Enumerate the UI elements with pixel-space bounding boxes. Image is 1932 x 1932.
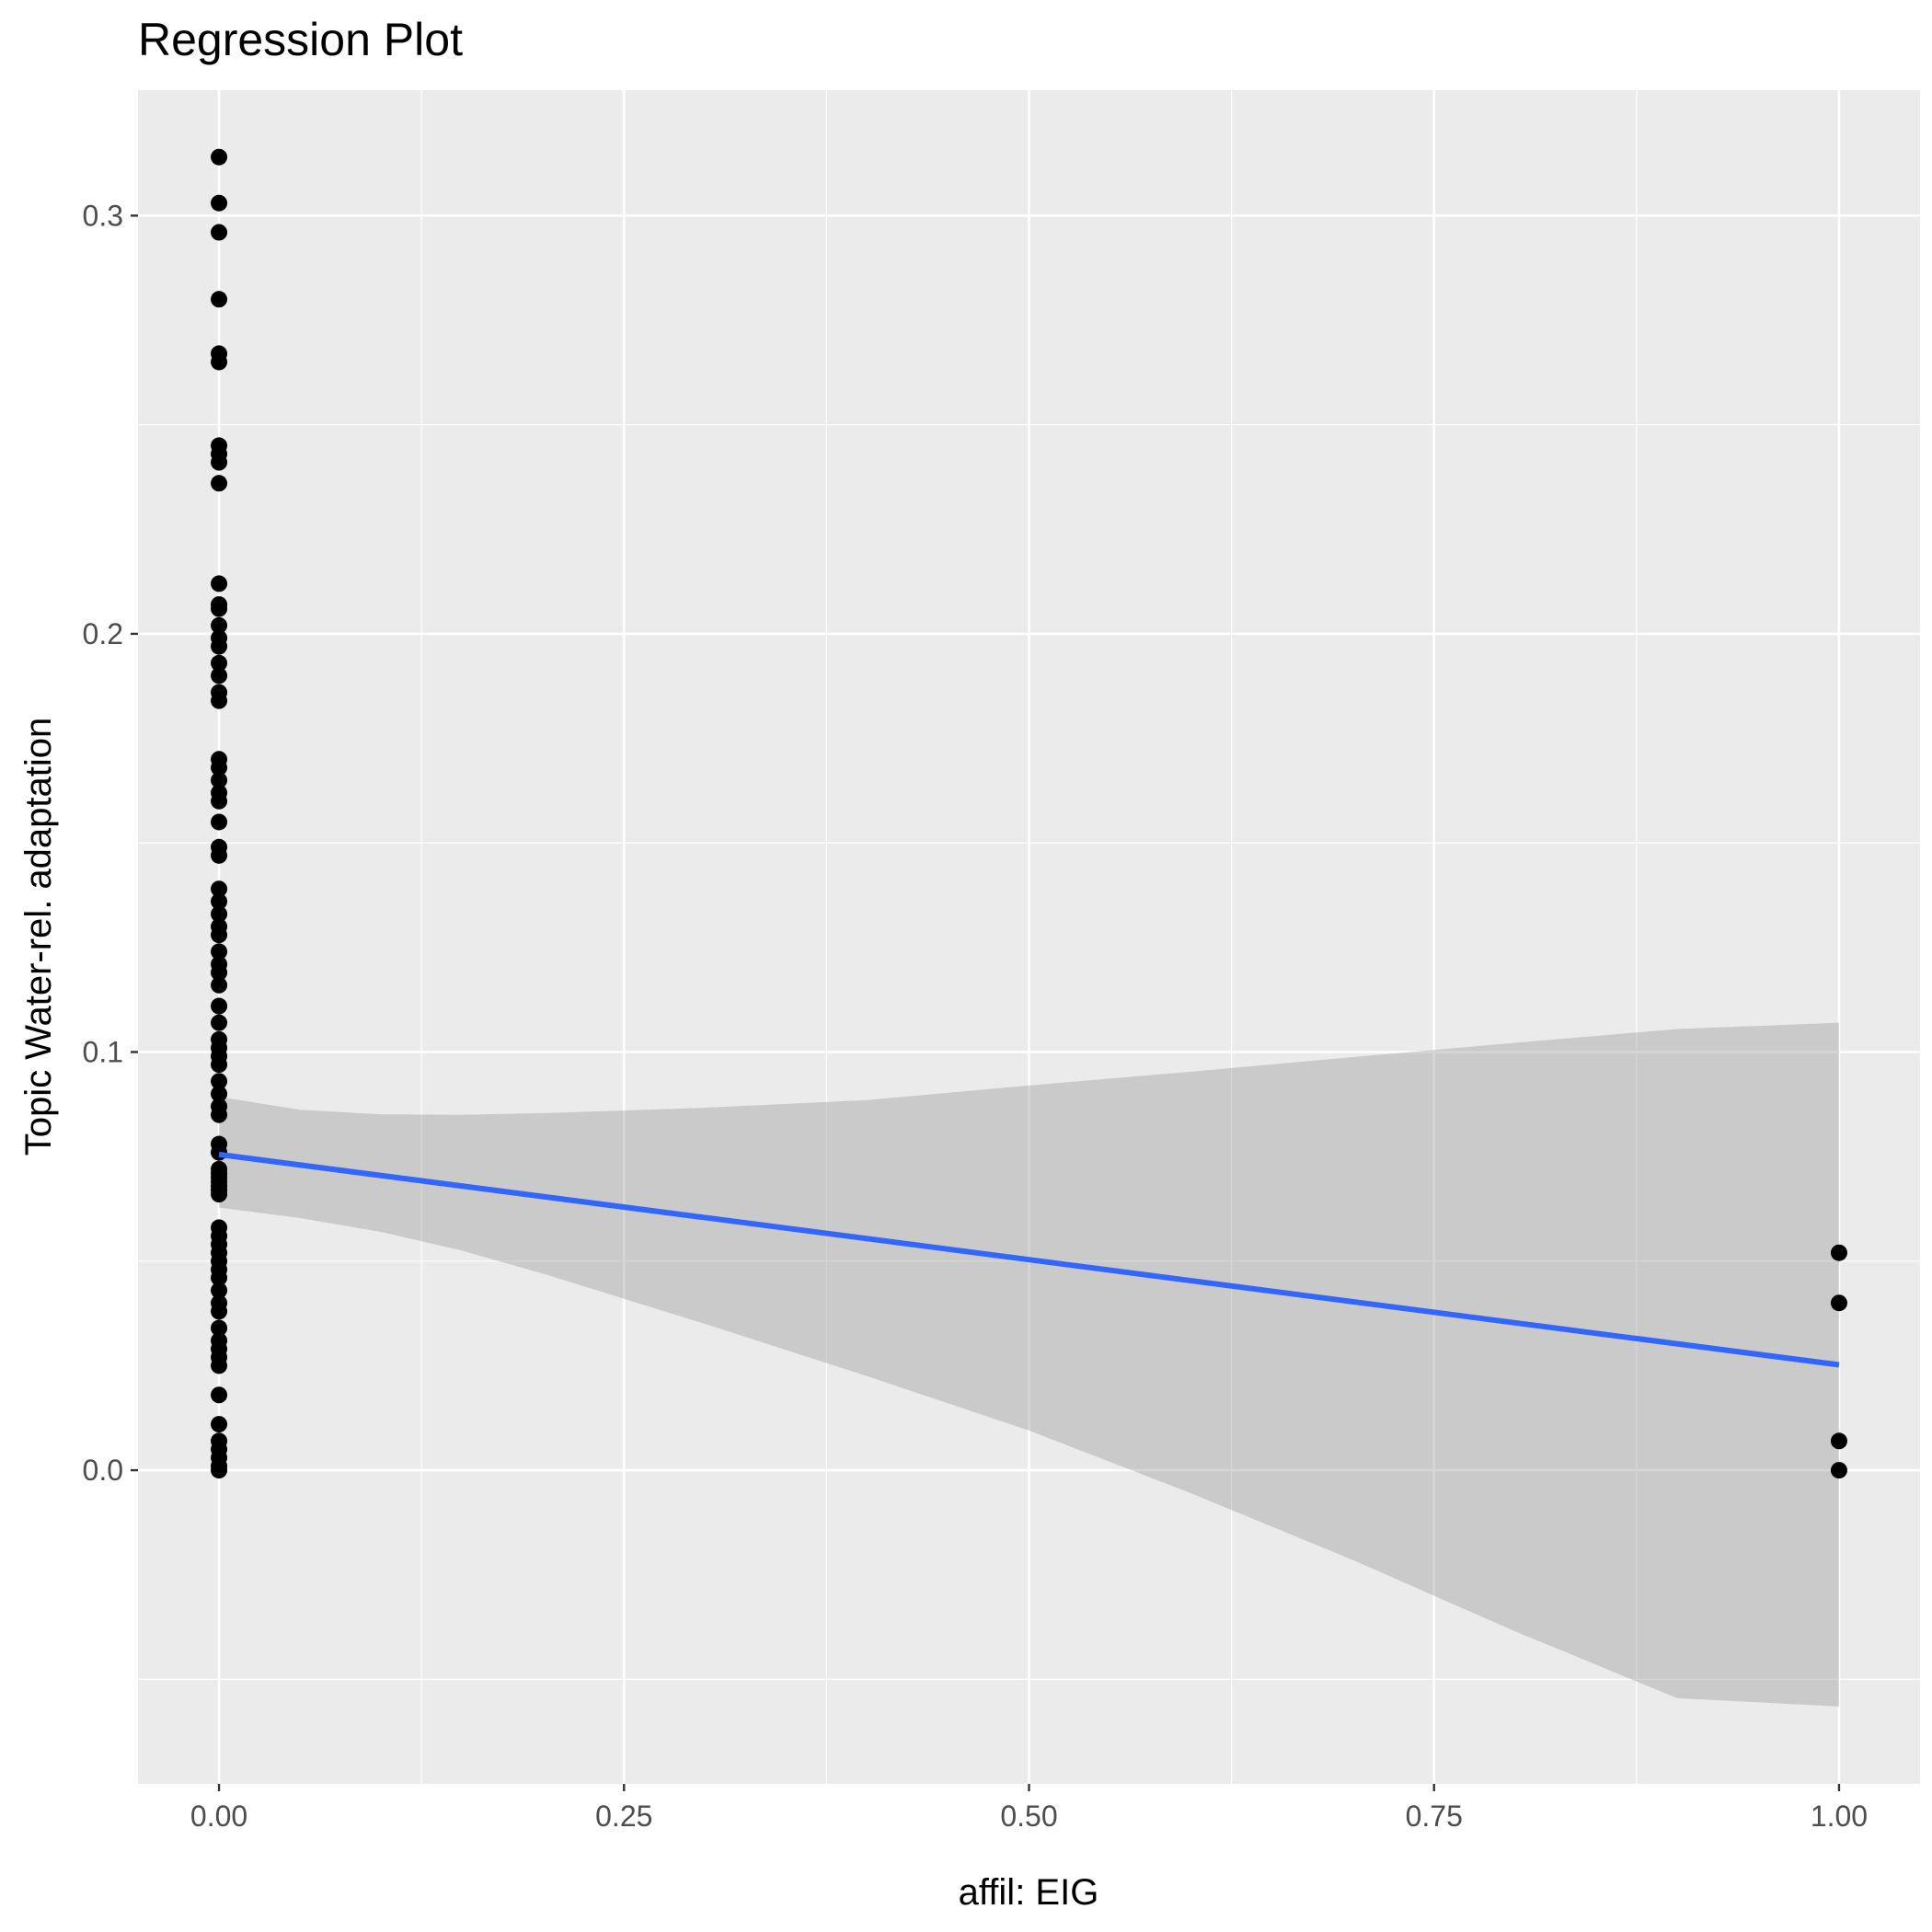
data-point [211,880,228,898]
data-point [211,813,228,831]
data-point [1830,1294,1847,1312]
data-point [211,1282,228,1299]
data-point [211,926,228,944]
data-point [211,475,228,492]
x-tick-label: 1.00 [1811,1800,1868,1833]
data-point [211,892,228,910]
data-point [211,454,228,471]
x-axis-ticks: 0.00 0.25 0.50 0.75 1.00 [190,1784,1868,1833]
data-point [211,1416,228,1433]
y-axis-title: Topic Water-rel. adaptation [18,718,59,1156]
data-point [211,1319,228,1337]
data-point [211,1386,228,1404]
data-point [1830,1462,1847,1479]
data-point [1830,1244,1847,1261]
data-point [1830,1432,1847,1450]
data-point [211,1106,228,1123]
data-point [211,1303,228,1320]
data-point [211,1056,228,1074]
data-point [211,964,228,982]
data-point [211,600,228,617]
data-point [211,353,228,371]
data-point [211,575,228,592]
data-point [211,1186,228,1203]
data-point [211,638,228,655]
data-point [211,905,228,923]
data-point [211,997,228,1015]
data-point [211,1085,228,1102]
regression-line [218,1151,1840,1368]
y-tick-label: 0.0 [83,1454,123,1487]
x-tick-label: 0.75 [1406,1800,1463,1833]
data-point [211,1462,228,1479]
x-tick-label: 0.25 [595,1800,652,1833]
x-tick-label: 0.50 [1000,1800,1057,1833]
data-point [211,194,228,212]
data-point [211,759,228,776]
chart-title: Regression Plot [138,14,463,65]
data-point [211,1269,228,1286]
data-point [211,1073,228,1090]
data-point [211,654,228,672]
major-grid [138,90,1920,1784]
data-points [211,148,1847,1479]
data-point [211,976,228,994]
y-tick-label: 0.1 [83,1036,123,1069]
data-point [211,667,228,684]
data-point [211,291,228,308]
data-point [211,846,228,864]
y-tick-label: 0.3 [83,199,123,232]
data-point [211,772,228,789]
confidence-band [219,1022,1839,1707]
data-point [211,224,228,241]
data-point [211,943,228,960]
data-point [211,792,228,810]
x-axis-title: affil: EIG [959,1872,1099,1913]
y-tick-label: 0.2 [83,617,123,650]
data-point [211,148,228,166]
data-point [211,692,228,709]
data-point [211,1014,228,1031]
data-point [211,616,228,634]
data-point [211,1357,228,1374]
x-tick-label: 0.00 [190,1800,247,1833]
y-axis-ticks: 0.0 0.1 0.2 0.3 [83,199,138,1487]
data-point [211,1144,228,1161]
